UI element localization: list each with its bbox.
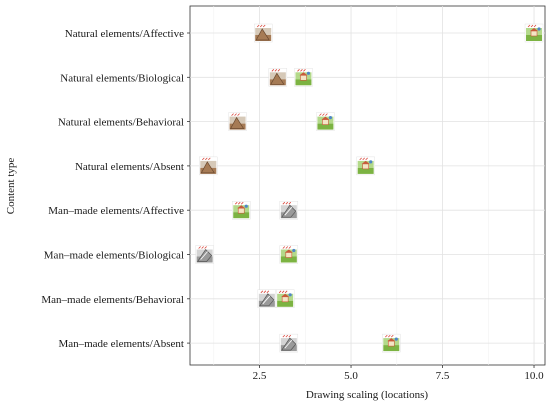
x-tick-label: 10.0 — [524, 370, 544, 382]
x-tick-labels: 2.5 5.0 7.5 10.0 — [253, 365, 544, 382]
grid-lines — [190, 6, 545, 365]
plot-panel — [189, 5, 546, 366]
x-tick-label: 5.0 — [344, 370, 358, 382]
data-point-manmade — [195, 245, 214, 264]
data-points — [195, 23, 544, 353]
y-axis-label: Content type — [5, 158, 17, 215]
y-tick-label: Natural elements/Biological — [60, 72, 184, 84]
data-point-landscape — [316, 112, 335, 131]
y-tick-label: Natural elements/Absent — [75, 161, 184, 173]
data-point-natural — [228, 112, 247, 131]
x-tick-label: 7.5 — [436, 370, 450, 382]
y-tick-label: Natural elements/Behavioral — [58, 117, 184, 129]
y-tick-label: Man–made elements/Affective — [48, 205, 184, 217]
data-point-landscape — [275, 289, 295, 308]
data-point-manmade — [279, 200, 299, 220]
y-tick-label: Man–made elements/Absent — [58, 338, 184, 350]
y-tick-label: Natural elements/Affective — [65, 28, 184, 40]
data-point-landscape — [294, 68, 313, 87]
data-point-natural — [253, 23, 273, 43]
data-point-landscape — [356, 156, 375, 176]
y-tick-labels: Natural elements/Affective Natural elemen… — [41, 28, 190, 350]
data-point-natural — [199, 156, 218, 176]
data-point-natural — [268, 68, 288, 87]
x-axis-label: Drawing scaling (locations) — [306, 389, 429, 401]
data-point-landscape — [524, 23, 544, 43]
data-point-landscape — [382, 333, 401, 353]
data-point-manmade — [279, 333, 299, 353]
data-point-landscape — [232, 200, 251, 220]
data-point-manmade — [257, 289, 277, 308]
y-tick-label: Man–made elements/Biological — [44, 250, 184, 262]
data-point-landscape — [279, 245, 299, 264]
y-tick-label: Man–made elements/Behavioral — [41, 294, 184, 306]
x-tick-label: 2.5 — [253, 370, 267, 382]
